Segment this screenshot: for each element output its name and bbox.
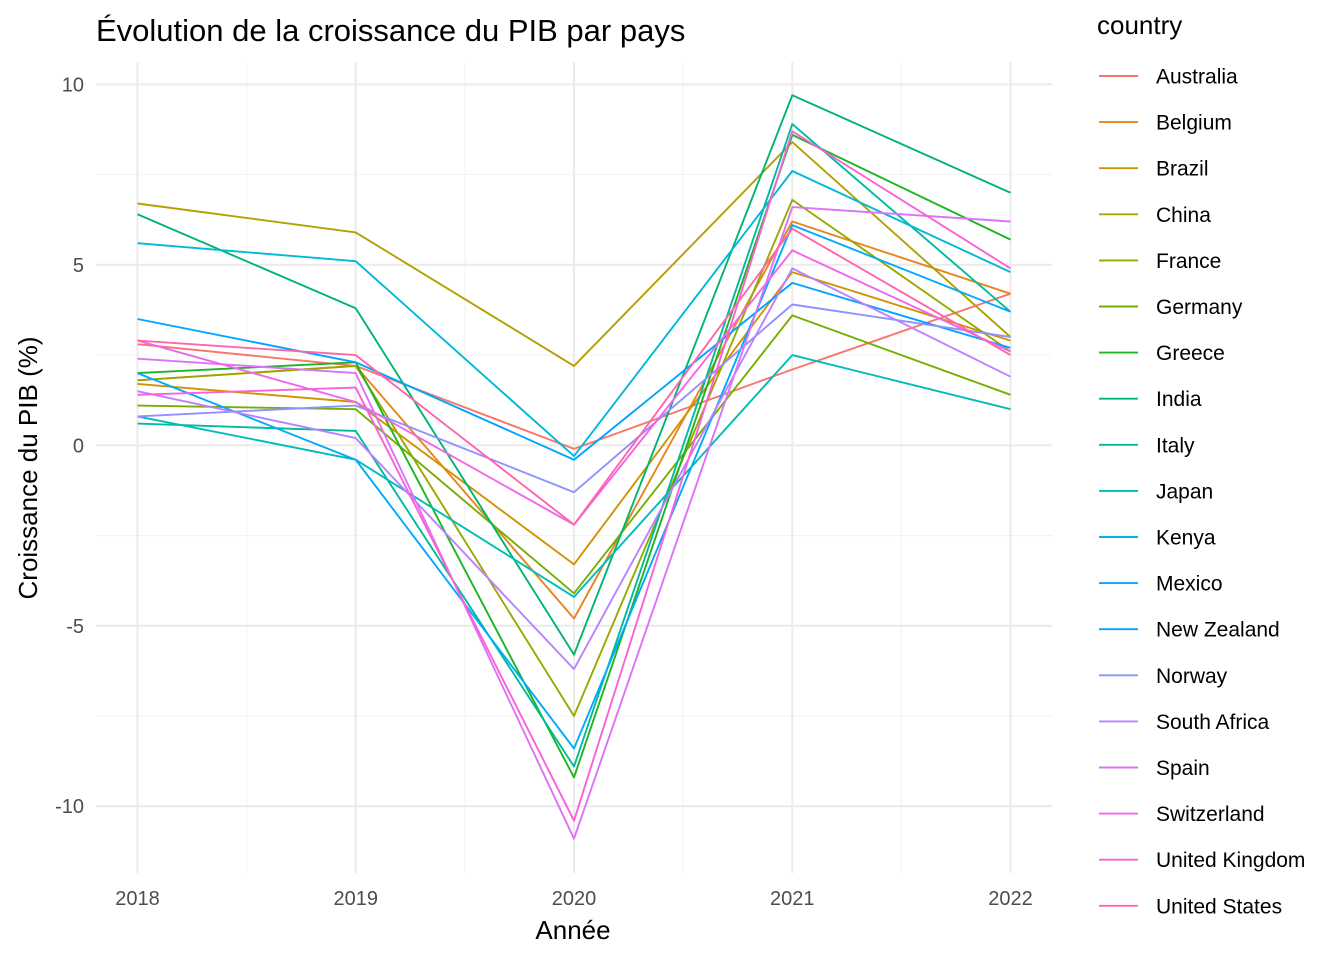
- legend-label: Switzerland: [1156, 803, 1265, 826]
- legend-label: France: [1156, 250, 1221, 273]
- series-line: [137, 206, 1011, 840]
- chart-title: Évolution de la croissance du PIB par pa…: [96, 13, 685, 48]
- series-line: [137, 303, 1011, 494]
- series-line: [137, 94, 1011, 656]
- legend-label: Greece: [1156, 342, 1225, 365]
- grid: [96, 62, 1052, 873]
- series-line: [137, 123, 1012, 768]
- x-tick-label: 2021: [770, 888, 815, 910]
- series-line: [137, 292, 1011, 450]
- series-line: [137, 130, 1012, 822]
- x-axis-title: Année: [535, 915, 610, 945]
- series-line: [137, 170, 1011, 458]
- x-tick-label: 2020: [552, 888, 597, 910]
- y-tick-label: 5: [73, 255, 84, 277]
- y-tick-label: -5: [66, 616, 84, 638]
- legend-label: Mexico: [1156, 573, 1223, 596]
- legend-label: Germany: [1156, 296, 1243, 319]
- legend-title: country: [1097, 10, 1182, 40]
- legend-label: Spain: [1156, 757, 1210, 780]
- legend-label: United Kingdom: [1156, 849, 1305, 872]
- x-tick-label: 2018: [115, 888, 160, 910]
- y-axis-ticks: -10 -5 0 5 10: [55, 74, 84, 818]
- legend-label: China: [1156, 204, 1211, 227]
- y-tick-label: -10: [55, 796, 84, 818]
- legend-label: Italy: [1156, 434, 1195, 457]
- legend-label: India: [1156, 388, 1202, 411]
- y-tick-label: 10: [62, 74, 84, 96]
- x-tick-label: 2019: [333, 888, 378, 910]
- series-line: [137, 133, 1011, 779]
- series-lines: [137, 94, 1012, 840]
- legend: country Australia Belgium Brazil China Franc…: [1097, 10, 1305, 918]
- series-line: [137, 141, 1012, 367]
- series-line: [137, 271, 1011, 566]
- series-line: [137, 314, 1011, 595]
- legend-label: United States: [1156, 895, 1282, 918]
- legend-label: Belgium: [1156, 112, 1232, 135]
- x-tick-label: 2022: [988, 888, 1033, 910]
- legend-label: Japan: [1156, 480, 1213, 503]
- y-tick-label: 0: [73, 435, 84, 457]
- legend-label: Norway: [1156, 665, 1228, 688]
- legend-label: Brazil: [1156, 158, 1209, 181]
- legend-label: Kenya: [1156, 527, 1216, 550]
- y-axis-title: Croissance du PIB (%): [13, 337, 43, 600]
- series-line: [137, 227, 1011, 526]
- legend-label: New Zealand: [1156, 619, 1280, 642]
- series-line: [137, 224, 1011, 750]
- legend-label: South Africa: [1156, 711, 1270, 734]
- series-line: [137, 267, 1011, 671]
- series-line: [137, 198, 1012, 717]
- legend-label: Australia: [1156, 66, 1238, 89]
- series-line: [137, 354, 1011, 598]
- x-axis-ticks: 2018 2019 2020 2021 2022: [115, 888, 1033, 910]
